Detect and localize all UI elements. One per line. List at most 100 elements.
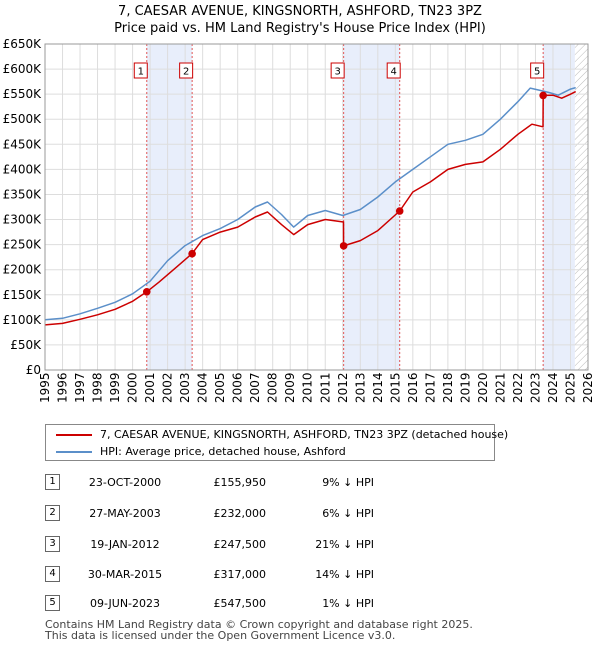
x-tick-label: 1995 xyxy=(38,372,52,403)
x-tick-label: 2001 xyxy=(143,372,157,403)
hatched-future-region xyxy=(574,44,588,370)
sale-label-number: 2 xyxy=(183,67,189,78)
x-tick-label: 2009 xyxy=(283,372,297,403)
x-tick-label: 2020 xyxy=(476,372,490,403)
chart-title: 7, CAESAR AVENUE, KINGSNORTH, ASHFORD, T… xyxy=(0,3,600,37)
x-tick-label: 2017 xyxy=(423,372,437,403)
x-tick-label: 2010 xyxy=(301,372,315,403)
y-tick-label: £300K xyxy=(3,213,43,227)
sale-row: 4 30-MAR-2015 £317,000 14% ↓ HPI xyxy=(0,565,600,585)
sale-number-badge: 4 xyxy=(45,566,60,582)
x-tick-label: 2016 xyxy=(406,372,420,403)
sale-label-box xyxy=(386,62,401,79)
x-tick-label: 2003 xyxy=(178,372,192,403)
sale-number-badge: 2 xyxy=(45,505,60,521)
shaded-period xyxy=(543,44,575,370)
x-tick-label: 2007 xyxy=(248,372,262,403)
sale-label-number: 4 xyxy=(391,67,397,78)
x-tick-label: 2008 xyxy=(266,372,280,403)
y-tick-label: £100K xyxy=(3,313,43,327)
y-tick-label: £600K xyxy=(3,62,43,76)
x-tick-label: 1996 xyxy=(56,372,70,403)
x-tick-label: 2026 xyxy=(581,372,595,403)
sale-hpi-diff: 21% ↓ HPI xyxy=(315,538,374,551)
sale-hpi-diff: 1% ↓ HPI xyxy=(322,597,374,610)
x-tick-label: 2019 xyxy=(458,372,472,403)
chart-subtitle: Price paid vs. HM Land Registry's House … xyxy=(114,21,486,36)
x-tick-label: 2012 xyxy=(336,372,350,403)
sale-point xyxy=(395,207,404,215)
y-tick-label: £150K xyxy=(3,288,43,302)
sale-row: 3 19-JAN-2012 £247,500 21% ↓ HPI xyxy=(0,535,600,555)
legend-swatch-hpi xyxy=(56,451,92,453)
x-tick-label: 2004 xyxy=(196,372,210,403)
x-tick-label: 2000 xyxy=(126,372,140,403)
legend: 7, CAESAR AVENUE, KINGSNORTH, ASHFORD, T… xyxy=(45,424,508,461)
sale-point xyxy=(142,287,151,296)
sale-point xyxy=(539,91,547,100)
sale-point xyxy=(188,249,196,258)
sale-label-number: 3 xyxy=(334,67,340,78)
y-tick-label: £650K xyxy=(3,37,43,51)
sale-date: 19-JAN-2012 xyxy=(90,538,160,551)
x-tick-label: 2002 xyxy=(161,372,175,403)
price-chart: 1 2 3 4 5 £0 £50K £100K £150K £200K £250K £300K £350… xyxy=(3,37,595,403)
footer: Contains HM Land Registry data © Crown c… xyxy=(45,619,473,641)
legend-label-hpi: HPI: Average price, detached house, Ashf… xyxy=(100,445,346,458)
y-tick-label: £400K xyxy=(3,162,43,176)
y-tick-label: £500K xyxy=(3,112,43,126)
shaded-period xyxy=(343,44,400,370)
sale-hpi-diff: 9% ↓ HPI xyxy=(322,476,374,489)
sale-label-box xyxy=(133,62,148,79)
sale-label-box xyxy=(179,62,194,79)
sale-row: 5 09-JUN-2023 £547,500 1% ↓ HPI xyxy=(0,594,600,614)
sale-label-box xyxy=(530,62,545,79)
x-tick-label: 2006 xyxy=(231,372,245,403)
sale-point xyxy=(339,242,348,250)
x-tick-label: 2015 xyxy=(388,372,402,403)
sale-number-badge: 1 xyxy=(45,474,60,490)
y-tick-label: £50K xyxy=(10,338,42,352)
x-tick-label: 2021 xyxy=(493,372,507,403)
y-tick-label: £200K xyxy=(3,263,43,277)
chart-title-line-1: 7, CAESAR AVENUE, KINGSNORTH, ASHFORD, T… xyxy=(118,4,482,19)
x-tick-label: 1997 xyxy=(73,372,87,403)
sale-hpi-diff: 6% ↓ HPI xyxy=(322,507,374,520)
sale-label-number: 5 xyxy=(534,67,540,78)
plot-frame xyxy=(44,43,589,371)
x-tick-label: 2024 xyxy=(546,372,560,403)
sale-price: £547,500 xyxy=(213,597,267,610)
y-tick-label: £550K xyxy=(3,87,43,101)
sale-number-badge: 5 xyxy=(45,595,60,611)
sale-date: 30-MAR-2015 xyxy=(87,568,163,581)
legend-swatch-property xyxy=(56,434,92,436)
x-tick-label: 2025 xyxy=(563,372,577,403)
x-tick-label: 2023 xyxy=(528,372,542,403)
y-tick-label: £250K xyxy=(3,238,43,252)
series-line-property xyxy=(44,86,576,321)
sale-price: £247,500 xyxy=(213,538,267,551)
x-tick-label: 1999 xyxy=(108,372,122,403)
y-tick-label: £350K xyxy=(3,187,43,201)
footer-licence: This data is licensed under the Open Gov… xyxy=(45,629,396,642)
sale-price: £317,000 xyxy=(213,568,267,581)
sale-date: 09-JUN-2023 xyxy=(89,597,161,610)
legend-label-property: 7, CAESAR AVENUE, KINGSNORTH, ASHFORD, T… xyxy=(100,428,509,441)
x-tick-label: 2013 xyxy=(353,372,367,403)
sale-hpi-diff: 14% ↓ HPI xyxy=(315,568,374,581)
sale-number-badge: 3 xyxy=(45,536,60,552)
sale-label-box xyxy=(330,62,345,79)
sale-label-number: 1 xyxy=(138,67,144,78)
footer-copyright: Contains HM Land Registry data © Crown c… xyxy=(45,618,473,631)
sale-row: 1 23-OCT-2000 £155,950 9% ↓ HPI xyxy=(0,473,600,493)
x-tick-label: 2022 xyxy=(511,372,525,403)
sale-date: 23-OCT-2000 xyxy=(88,476,162,489)
x-tick-label: 2014 xyxy=(371,372,385,403)
sale-price: £232,000 xyxy=(213,507,267,520)
sale-row: 2 27-MAY-2003 £232,000 6% ↓ HPI xyxy=(0,504,600,524)
x-tick-label: 2018 xyxy=(441,372,455,403)
sale-price: £155,950 xyxy=(213,476,267,489)
y-tick-label: £450K xyxy=(3,137,43,151)
plot-area xyxy=(45,44,588,370)
shaded-period xyxy=(146,44,193,370)
